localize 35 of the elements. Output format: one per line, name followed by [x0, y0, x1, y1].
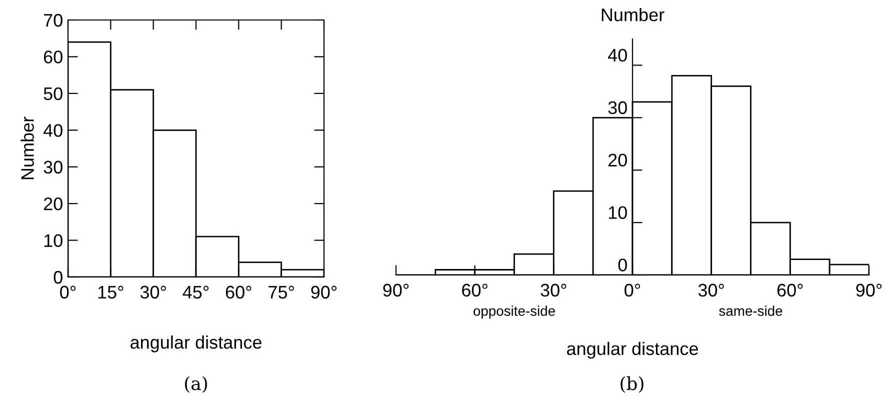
x-tick-label: 90°: [311, 286, 337, 299]
y-tick-label: 10: [44, 234, 62, 248]
text: (b): [620, 376, 644, 393]
y-tick-label: 20: [44, 198, 62, 210]
x-tick-label: 45°: [182, 286, 209, 299]
y-tick-label: 30: [44, 160, 62, 174]
text: (a): [185, 376, 207, 393]
text: same-side: [719, 306, 782, 316]
y-tick-label: 10: [608, 206, 627, 219]
text: opposite-side: [474, 306, 555, 319]
y-tick-label: 20: [608, 154, 627, 167]
x-tick-label: 90°: [383, 284, 409, 297]
x-tick-label: 60°: [462, 284, 488, 297]
y-tick-label: 30: [608, 101, 627, 114]
x-tick-label: 0°: [60, 286, 76, 299]
x-tick-label: 30°: [540, 284, 566, 297]
y-tick-label: 0: [54, 270, 62, 284]
x-tick-label: 0°: [624, 284, 640, 297]
y-tick-label: 40: [608, 48, 627, 62]
y-axis-title: Number: [20, 116, 34, 180]
x-tick-label: 30°: [698, 284, 724, 297]
y-axis-title: Number: [602, 8, 664, 22]
y-tick-label: 60: [44, 50, 62, 64]
x-axis-title: angular distance: [130, 336, 262, 352]
x-tick-label: 60°: [777, 284, 803, 297]
y-tick-label: 0: [618, 258, 627, 272]
x-tick-label: 15°: [98, 286, 124, 299]
y-tick-label: 50: [44, 87, 62, 100]
x-axis-title: angular distance: [567, 342, 698, 359]
x-tick-label: 75°: [268, 286, 294, 299]
y-tick-label: 70: [44, 14, 62, 27]
y-tick-label: 40: [43, 124, 62, 137]
x-tick-label: 60°: [226, 286, 252, 299]
x-tick-label: 30°: [140, 286, 166, 299]
x-tick-label: 90°: [856, 284, 882, 297]
